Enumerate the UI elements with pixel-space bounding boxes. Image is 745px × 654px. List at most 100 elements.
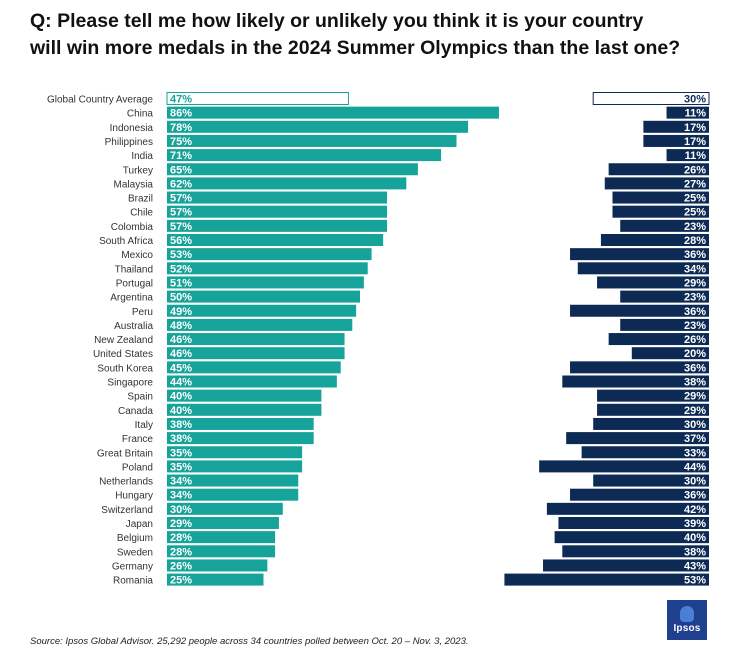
ipsos-logo-text: Ipsos [673, 623, 701, 634]
likely-bar [167, 531, 276, 544]
unlikely-value-label: 25% [684, 207, 706, 219]
likely-bar [167, 163, 418, 176]
chart-row: Sweden 28% 38% [117, 545, 709, 558]
unlikely-value-label: 42% [684, 504, 706, 516]
category-label: Brazil [128, 194, 153, 205]
category-label: Hungary [115, 491, 153, 502]
likely-value-label: 40% [170, 405, 192, 417]
likely-value-label: 44% [170, 377, 192, 389]
chart-row: Malaysia 62% 27% [114, 177, 709, 190]
category-label: Sweden [117, 547, 153, 558]
unlikely-bar [631, 347, 709, 360]
unlikely-bar [543, 559, 709, 572]
category-label: Thailand [115, 264, 153, 275]
likely-bar [167, 389, 322, 402]
chart-row: Netherlands 34% 30% [99, 474, 709, 488]
likely-bar [167, 517, 279, 529]
source-note: Source: Ipsos Global Advisor. 25,292 peo… [30, 636, 469, 647]
unlikely-bar [608, 333, 709, 346]
likely-value-label: 35% [170, 447, 192, 459]
unlikely-value-label: 23% [684, 221, 706, 233]
category-label: Malaysia [114, 179, 154, 190]
unlikely-bar [581, 446, 709, 459]
likely-value-label: 30% [170, 504, 192, 516]
likely-value-label: 40% [170, 391, 192, 403]
unlikely-value-label: 36% [684, 362, 706, 374]
title-line-1: Q: Please tell me how likely or unlikely… [30, 10, 644, 32]
unlikely-value-label: 34% [684, 263, 706, 275]
unlikely-value-label: 23% [684, 320, 706, 332]
category-label: Belgium [117, 533, 153, 544]
likely-value-label: 38% [170, 433, 192, 445]
chart-row: Spain 40% 29% [127, 389, 709, 403]
likely-bar [167, 573, 264, 586]
likely-bar [167, 347, 345, 360]
category-label: Singapore [107, 378, 153, 389]
likely-value-label: 25% [170, 575, 192, 587]
likely-bar [167, 403, 322, 416]
category-label: Mexico [121, 250, 153, 261]
category-label: Global Country Average [47, 95, 153, 106]
likely-bar [167, 474, 299, 487]
unlikely-value-label: 17% [684, 122, 706, 134]
unlikely-value-label: 36% [684, 249, 706, 261]
likely-bar [167, 460, 303, 473]
unlikely-bar [612, 205, 709, 218]
likely-value-label: 71% [170, 150, 192, 162]
unlikely-bar [604, 177, 709, 190]
likely-bar [167, 177, 407, 190]
chart-title: Q: Please tell me how likely or unlikely… [30, 8, 740, 62]
chart-row: Colombia 57% 23% [111, 219, 709, 233]
chart-row: Peru 49% 36% [132, 304, 709, 318]
likely-value-label: 78% [170, 122, 192, 134]
category-label: Chile [130, 208, 153, 219]
chart-row: South Korea 45% 36% [97, 361, 709, 374]
likely-bar [167, 545, 276, 558]
likely-value-label: 62% [170, 178, 192, 190]
chart-row: France 38% 37% [122, 432, 709, 445]
unlikely-bar [546, 502, 709, 515]
likely-bar [167, 120, 469, 133]
category-label: Argentina [110, 293, 153, 304]
likely-value-label: 47% [170, 94, 192, 106]
category-label: Italy [135, 420, 153, 431]
unlikely-value-label: 33% [684, 447, 706, 459]
unlikely-bar [620, 318, 709, 331]
likely-value-label: 26% [170, 560, 192, 572]
unlikely-value-label: 29% [684, 391, 706, 403]
likely-bar [167, 488, 299, 501]
unlikely-bar [566, 432, 709, 445]
unlikely-bar [577, 262, 709, 275]
likely-bar [167, 248, 372, 261]
chart-row: Global Country Average 47% 30% [47, 92, 710, 106]
unlikely-bar [666, 149, 709, 162]
unlikely-bar [643, 120, 709, 133]
chart-row: Poland 35% 44% [122, 460, 709, 473]
likely-value-label: 29% [170, 518, 192, 530]
chart-row: Turkey 65% 26% [123, 163, 709, 176]
likely-value-label: 28% [170, 546, 192, 558]
likely-value-label: 34% [170, 476, 192, 488]
chart-row: Belgium 28% 40% [117, 531, 709, 544]
chart-row: Indonesia 78% 17% [110, 120, 709, 134]
unlikely-bar [570, 361, 709, 374]
category-label: Spain [127, 392, 153, 403]
unlikely-value-label: 53% [684, 575, 706, 587]
unlikely-bar [608, 163, 709, 176]
chart-row: Portugal 51% 29% [116, 276, 709, 289]
likely-bar [167, 191, 388, 204]
likely-bar [167, 417, 314, 430]
likely-bar [167, 361, 341, 374]
category-label: South Korea [97, 363, 153, 374]
category-label: Philippines [105, 137, 153, 148]
unlikely-bar [597, 276, 709, 289]
chart-row: United States 46% 20% [93, 347, 709, 360]
likely-value-label: 51% [170, 277, 192, 289]
unlikely-value-label: 29% [684, 405, 706, 417]
title-line-2: will win more medals in the 2024 Summer … [30, 37, 681, 59]
likely-value-label: 35% [170, 461, 192, 473]
category-label: Great Britain [97, 448, 153, 459]
unlikely-bar [612, 191, 709, 204]
unlikely-bar [592, 92, 710, 105]
ipsos-logo-icon [680, 606, 694, 622]
